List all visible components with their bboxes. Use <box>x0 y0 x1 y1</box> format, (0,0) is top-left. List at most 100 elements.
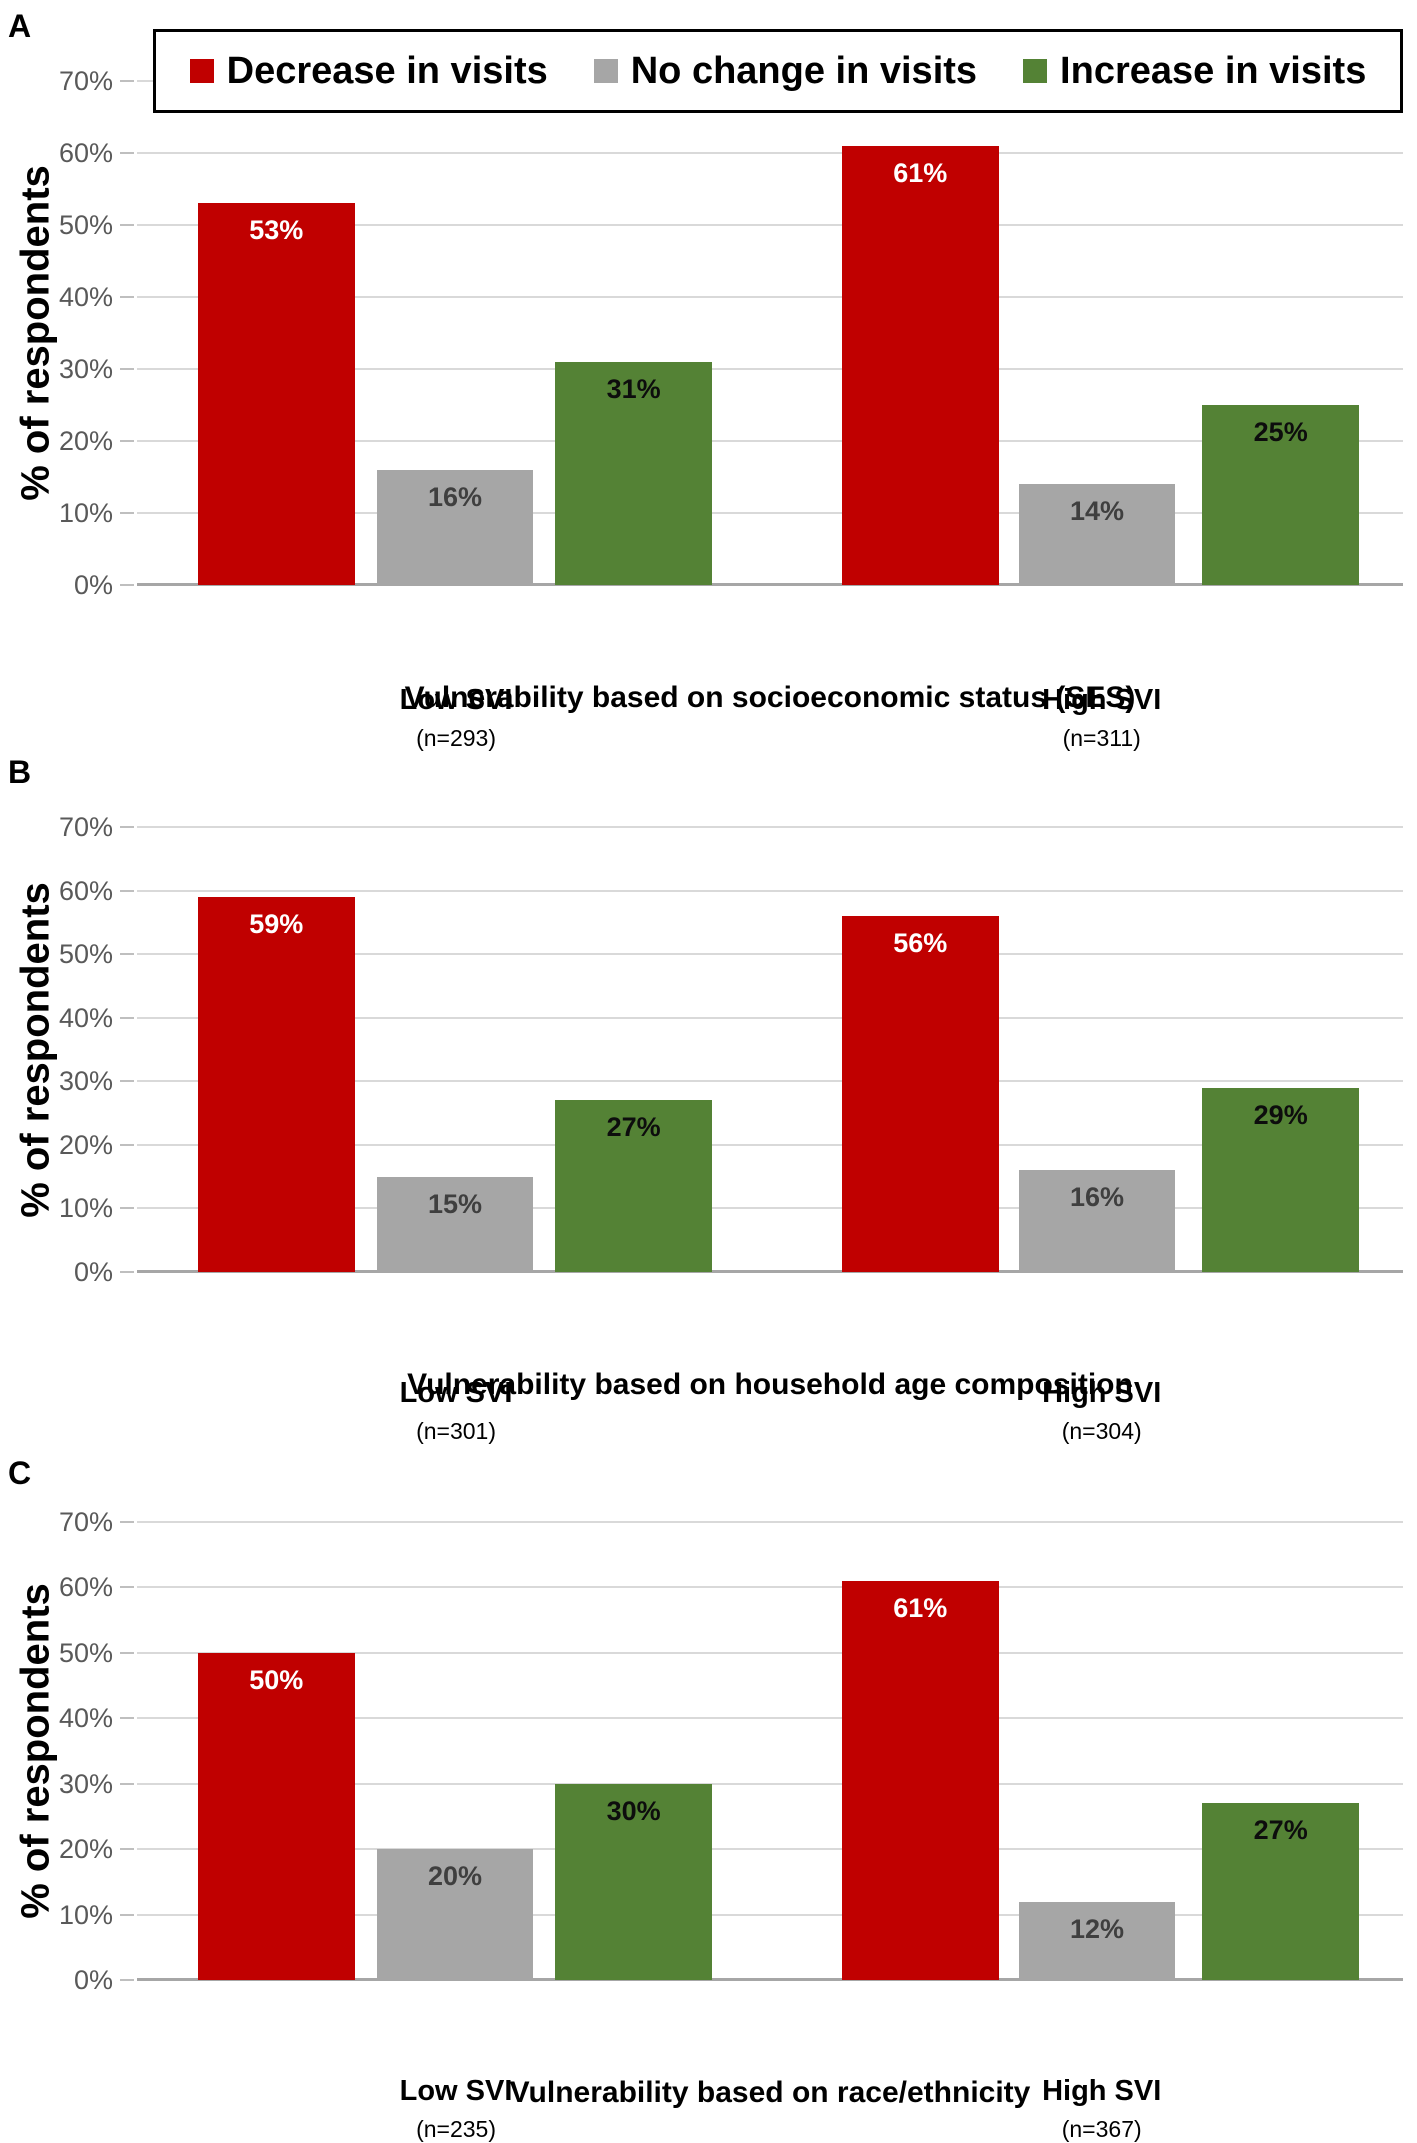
y-tick-mark <box>120 1913 134 1916</box>
y-tick-label: 60% <box>58 1572 113 1603</box>
legend-label: Increase in visits <box>1060 49 1367 92</box>
legend-item: No change in visits <box>593 50 977 93</box>
y-tick-mark <box>120 152 134 154</box>
x-axis-line <box>137 583 1403 586</box>
y-tick-label: 30% <box>58 1768 113 1799</box>
y-axis-title: % of respondents <box>13 1583 58 1919</box>
gridline <box>137 889 1403 892</box>
gridline <box>137 1207 1403 1210</box>
bar-increase-in-visits: 29% <box>1202 1087 1360 1272</box>
bar-value-label: 56% <box>893 928 948 958</box>
y-tick-label: 70% <box>58 812 113 842</box>
gridline <box>137 1651 1403 1654</box>
y-tick-mark <box>120 224 134 226</box>
bar-value-label: 31% <box>606 373 661 404</box>
panel-letter: A <box>8 8 32 44</box>
y-tick-mark <box>120 1016 134 1019</box>
category-name: Low SVI <box>399 1377 513 1409</box>
gridline <box>137 1848 1403 1851</box>
y-tick-label: 0% <box>73 570 113 600</box>
panel-letter: C <box>8 1455 32 1491</box>
y-tick-label: 40% <box>58 282 113 313</box>
bar-value-label: 20% <box>427 1861 483 1892</box>
y-tick-mark <box>120 1143 134 1146</box>
bar-value-label: 15% <box>427 1188 483 1219</box>
legend-swatch-icon <box>1023 59 1048 83</box>
bar-value-label: 59% <box>249 908 304 939</box>
bar-no-change-in-visits: 15% <box>376 1176 534 1272</box>
plot-area: 0% 10% 20% 30% 40% 50% 60% 70% 53% 61% 16% 14% 31% 25… <box>59 67 1403 751</box>
y-tick-mark <box>120 1521 134 1523</box>
y-tick-label: 30% <box>58 354 113 384</box>
y-tick-mark <box>120 512 134 515</box>
y-tick-label: 40% <box>58 1002 113 1033</box>
legend-item: Increase in visits <box>1023 50 1366 93</box>
y-tick-mark <box>120 1979 134 1981</box>
gridline <box>137 1586 1403 1589</box>
bar-value-label: 29% <box>1253 1099 1308 1130</box>
x-axis-title: Vulnerability based on socioeconomic sta… <box>404 681 1136 714</box>
bar-decrease-in-visits: 59% <box>197 896 355 1272</box>
gridline <box>137 152 1403 154</box>
gridline <box>137 512 1403 515</box>
category-sample-size: (n=304) <box>1061 1418 1142 1444</box>
bar-increase-in-visits: 27% <box>555 1100 712 1272</box>
gridline <box>137 368 1403 370</box>
gridline <box>137 296 1403 299</box>
legend-swatch-icon <box>593 59 618 83</box>
category-sample-size: (n=311) <box>1062 725 1141 751</box>
legend: Decrease in visits No change in visits Inc… <box>153 29 1403 113</box>
bar-value-label: 16% <box>1069 1182 1125 1213</box>
y-tick-label: 60% <box>58 138 113 168</box>
category-sample-size: (n=367) <box>1061 2116 1142 2142</box>
category-label: Low SVI (n=301) <box>400 1377 513 1445</box>
bar-increase-in-visits: 30% <box>555 1783 712 1980</box>
y-tick-mark <box>120 584 134 586</box>
x-axis-line <box>137 1978 1403 1981</box>
category-sample-size: (n=293) <box>416 725 496 751</box>
category-sample-size: (n=301) <box>416 1418 496 1444</box>
y-tick-label: 10% <box>58 1193 113 1224</box>
category-label: Low SVI (n=293) <box>400 684 513 752</box>
y-tick-label: 20% <box>58 1129 113 1160</box>
bar-value-label: 50% <box>249 1664 304 1695</box>
bar-value-label: 25% <box>1253 417 1308 447</box>
gridline <box>137 1521 1403 1523</box>
x-axis-title: Vulnerability based on household age com… <box>407 1368 1133 1401</box>
panel-b: B % of respondents 0% 10% 20% 30% 40% 50% 60% 7… <box>0 740 1417 1445</box>
y-tick-mark <box>120 1651 134 1654</box>
y-tick-label: 20% <box>58 426 113 457</box>
bar-decrease-in-visits: 50% <box>197 1652 355 1980</box>
bar-decrease-in-visits: 61% <box>841 145 999 585</box>
y-tick-mark <box>120 440 134 443</box>
legend-item: Decrease in visits <box>189 49 548 93</box>
legend-label: Decrease in visits <box>226 49 548 92</box>
gridline <box>137 1782 1403 1785</box>
y-tick-label: 0% <box>73 1257 113 1287</box>
panel-letter: B <box>8 754 32 790</box>
bar-no-change-in-visits: 16% <box>376 469 534 585</box>
category-name: High SVI <box>1042 684 1162 716</box>
y-tick-mark <box>120 1207 134 1210</box>
y-tick-mark <box>120 80 134 82</box>
category-name: Low SVI <box>399 684 513 716</box>
bar-value-label: 14% <box>1069 496 1125 527</box>
bar-increase-in-visits: 31% <box>555 361 712 585</box>
bar-increase-in-visits: 25% <box>1202 405 1360 585</box>
y-tick-label: 50% <box>58 210 113 240</box>
category-name: High SVI <box>1042 1377 1162 1409</box>
legend-swatch-icon <box>189 59 214 83</box>
bar-decrease-in-visits: 61% <box>841 1580 999 1980</box>
gridline <box>137 440 1403 443</box>
category-label: High SVI (n=311) <box>1042 684 1161 752</box>
gridline <box>137 953 1403 956</box>
y-tick-label: 30% <box>58 1066 113 1097</box>
y-tick-mark <box>120 1717 134 1720</box>
bar-no-change-in-visits: 14% <box>1018 484 1176 585</box>
bar-no-change-in-visits: 16% <box>1018 1170 1176 1272</box>
y-tick-mark <box>120 826 134 828</box>
gridline <box>137 224 1403 226</box>
y-tick-label: 10% <box>58 498 113 529</box>
y-tick-label: 40% <box>58 1703 113 1734</box>
gridline <box>137 1016 1403 1019</box>
